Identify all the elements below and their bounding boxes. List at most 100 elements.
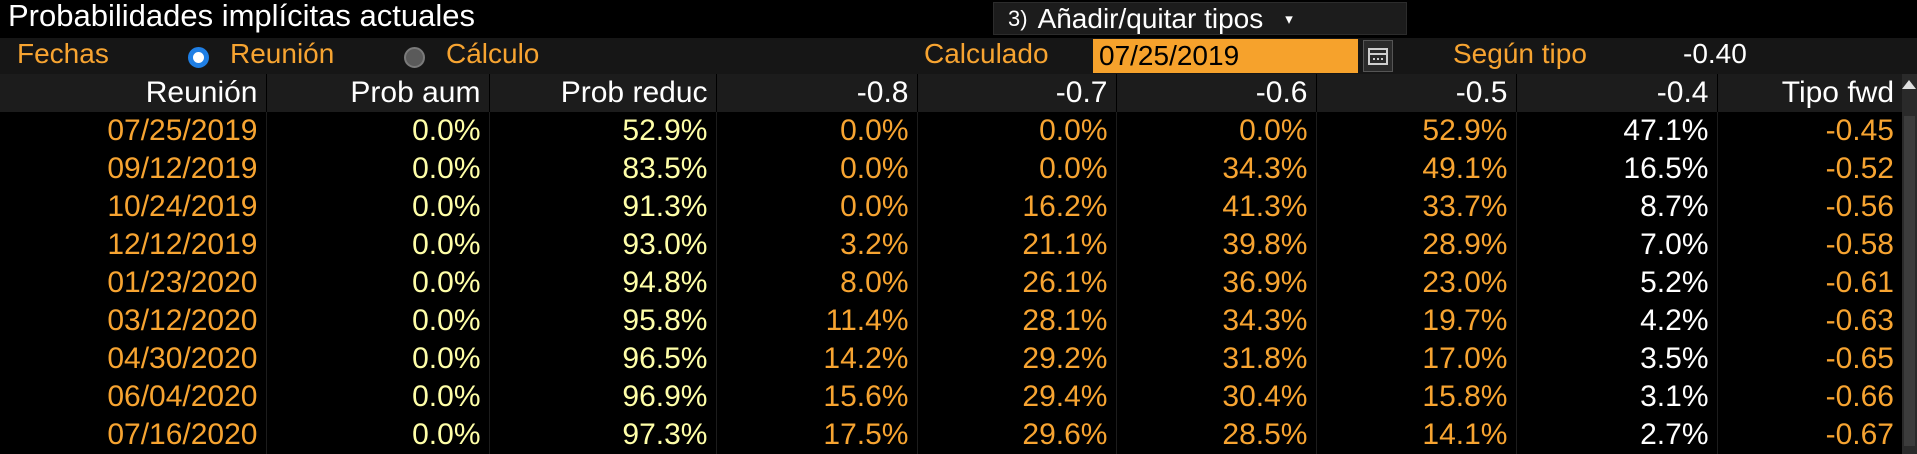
cell-prob-rate: 0.0%: [716, 188, 918, 226]
cell-fwd-rate: -0.45: [1825, 114, 1894, 147]
cell-prob-rate: 26.1%: [917, 264, 1117, 302]
sort-arrow-up-icon[interactable]: [1902, 80, 1916, 89]
calendar-button[interactable]: [1363, 40, 1393, 72]
cell-prob-cut: 52.9%: [489, 112, 717, 150]
cell-prob-rate: 8.7%: [1516, 188, 1718, 226]
radio-calculation-label[interactable]: Cálculo: [446, 38, 540, 69]
col-header-rate[interactable]: -0.6: [1116, 74, 1317, 112]
cell-fwd-rate: -0.58: [1825, 228, 1894, 261]
radio-calculation[interactable]: [404, 47, 425, 68]
cell-prob-rate: 11.4%: [716, 302, 918, 340]
cell-prob-rate: 0.0%: [716, 112, 918, 150]
calculated-label: Calculado: [924, 38, 1049, 69]
cell-meeting-date[interactable]: 12/12/2019: [0, 226, 267, 264]
cell-meeting-date[interactable]: 07/16/2020: [0, 416, 267, 454]
cell-prob-rate: 15.6%: [716, 378, 918, 416]
cell-prob-rate: 19.7%: [1316, 302, 1517, 340]
cell-prob-rate: 14.1%: [1316, 416, 1517, 454]
cell-prob-rate: 47.1%: [1516, 112, 1718, 150]
cell-prob-rate: 39.8%: [1116, 226, 1317, 264]
col-header-rate[interactable]: -0.4: [1516, 74, 1718, 112]
add-remove-rates-label: Añadir/quitar tipos: [1037, 2, 1264, 34]
cell-prob-rate: 29.2%: [917, 340, 1117, 378]
col-header-fwd-rate[interactable]: Tipo fwd: [1717, 74, 1902, 112]
cell-prob-cut: 93.0%: [489, 226, 717, 264]
scrollbar-thumb[interactable]: [1904, 116, 1915, 446]
dates-label: Fechas: [17, 38, 109, 69]
rate-value: -0.40: [1683, 38, 1747, 69]
cell-prob-hike: 0.0%: [266, 150, 490, 188]
table-row[interactable]: 03/12/2020 0.0% 95.8% 11.4% 28.1% 34.3% 19.7% 4…: [0, 302, 1917, 340]
cell-prob-hike: 0.0%: [266, 226, 490, 264]
cell-fwd-rate: -0.63: [1825, 304, 1894, 337]
cell-prob-rate: 29.6%: [917, 416, 1117, 454]
table-row[interactable]: 04/30/2020 0.0% 96.5% 14.2% 29.2% 31.8% 17.0% 3…: [0, 340, 1917, 378]
cell-meeting-date[interactable]: 03/12/2020: [0, 302, 267, 340]
cell-prob-cut: 96.5%: [489, 340, 717, 378]
probabilities-table: Reunión Prob aum Prob reduc -0.8 -0.7 -0…: [0, 74, 1917, 454]
cell-prob-hike: 0.0%: [266, 302, 490, 340]
cell-prob-rate: 17.0%: [1316, 340, 1517, 378]
cell-prob-rate: 8.0%: [716, 264, 918, 302]
table-row[interactable]: 01/23/2020 0.0% 94.8% 8.0% 26.1% 36.9% 23.0% 5.…: [0, 264, 1917, 302]
col-header-rate[interactable]: -0.8: [716, 74, 918, 112]
cell-prob-hike: 0.0%: [266, 378, 490, 416]
cell-meeting-date[interactable]: 10/24/2019: [0, 188, 267, 226]
title-bar: Probabilidades implícitas actuales 3) Añ…: [0, 0, 1917, 38]
page-title: Probabilidades implícitas actuales: [8, 0, 475, 33]
table-header-row: Reunión Prob aum Prob reduc -0.8 -0.7 -0…: [0, 74, 1917, 112]
cell-prob-hike: 0.0%: [266, 416, 490, 454]
cell-prob-rate: 3.5%: [1516, 340, 1718, 378]
cell-prob-rate: 0.0%: [1116, 112, 1317, 150]
chevron-down-icon: ▾: [1285, 10, 1293, 28]
cell-meeting-date[interactable]: 01/23/2020: [0, 264, 267, 302]
radio-meeting-label[interactable]: Reunión: [230, 38, 335, 69]
cell-meeting-date[interactable]: 04/30/2020: [0, 340, 267, 378]
cell-prob-rate: 28.9%: [1316, 226, 1517, 264]
table-row[interactable]: 06/04/2020 0.0% 96.9% 15.6% 29.4% 30.4% 15.8% 3…: [0, 378, 1917, 416]
col-header-rate[interactable]: -0.5: [1316, 74, 1517, 112]
table-row[interactable]: 07/16/2020 0.0% 97.3% 17.5% 29.6% 28.5% 14.1% 2…: [0, 416, 1917, 454]
cell-meeting-date[interactable]: 06/04/2020: [0, 378, 267, 416]
table-row[interactable]: 07/25/2019 0.0% 52.9% 0.0% 0.0% 0.0% 52.9% 47.1…: [0, 112, 1917, 150]
cell-prob-rate: 36.9%: [1116, 264, 1317, 302]
cell-prob-cut: 83.5%: [489, 150, 717, 188]
cell-prob-rate: 17.5%: [716, 416, 918, 454]
col-header-prob-cut[interactable]: Prob reduc: [489, 74, 717, 112]
cell-prob-rate: 30.4%: [1116, 378, 1317, 416]
cell-prob-rate: 4.2%: [1516, 302, 1718, 340]
cell-prob-hike: 0.0%: [266, 264, 490, 302]
cell-prob-rate: 0.0%: [716, 150, 918, 188]
add-remove-rates-dropdown[interactable]: 3) Añadir/quitar tipos ▾: [993, 2, 1407, 35]
cell-prob-rate: 31.8%: [1116, 340, 1317, 378]
cell-prob-cut: 95.8%: [489, 302, 717, 340]
table-row[interactable]: 09/12/2019 0.0% 83.5% 0.0% 0.0% 34.3% 49.1% 16.…: [0, 150, 1917, 188]
cell-prob-cut: 94.8%: [489, 264, 717, 302]
table-row[interactable]: 12/12/2019 0.0% 93.0% 3.2% 21.1% 39.8% 28.9% 7.…: [0, 226, 1917, 264]
cell-prob-rate: 52.9%: [1316, 112, 1517, 150]
col-header-rate[interactable]: -0.7: [917, 74, 1117, 112]
col-header-prob-hike[interactable]: Prob aum: [266, 74, 490, 112]
col-header-meeting[interactable]: Reunión: [0, 74, 267, 112]
cell-prob-hike: 0.0%: [266, 340, 490, 378]
cell-prob-rate: 28.5%: [1116, 416, 1317, 454]
cell-meeting-date[interactable]: 09/12/2019: [0, 150, 267, 188]
cell-prob-rate: 0.0%: [917, 150, 1117, 188]
cell-prob-rate: 33.7%: [1316, 188, 1517, 226]
cell-prob-rate: 14.2%: [716, 340, 918, 378]
calendar-icon: [1368, 48, 1388, 65]
menu-number-label: 3): [1008, 5, 1028, 31]
cell-prob-rate: 7.0%: [1516, 226, 1718, 264]
cell-prob-rate: 41.3%: [1116, 188, 1317, 226]
table-row[interactable]: 10/24/2019 0.0% 91.3% 0.0% 16.2% 41.3% 33.7% 8.…: [0, 188, 1917, 226]
cell-fwd-rate: -0.52: [1825, 152, 1894, 185]
vertical-scrollbar[interactable]: [1902, 74, 1917, 454]
calculated-date-input[interactable]: 07/25/2019: [1093, 39, 1358, 73]
radio-meeting[interactable]: [188, 47, 209, 68]
cell-prob-rate: 3.1%: [1516, 378, 1718, 416]
cell-fwd-rate: -0.56: [1825, 190, 1894, 223]
cell-meeting-date[interactable]: 07/25/2019: [0, 112, 267, 150]
cell-prob-cut: 97.3%: [489, 416, 717, 454]
controls-bar: Fechas Reunión Cálculo Calculado 07/25/2…: [0, 38, 1917, 74]
cell-prob-rate: 16.5%: [1516, 150, 1718, 188]
